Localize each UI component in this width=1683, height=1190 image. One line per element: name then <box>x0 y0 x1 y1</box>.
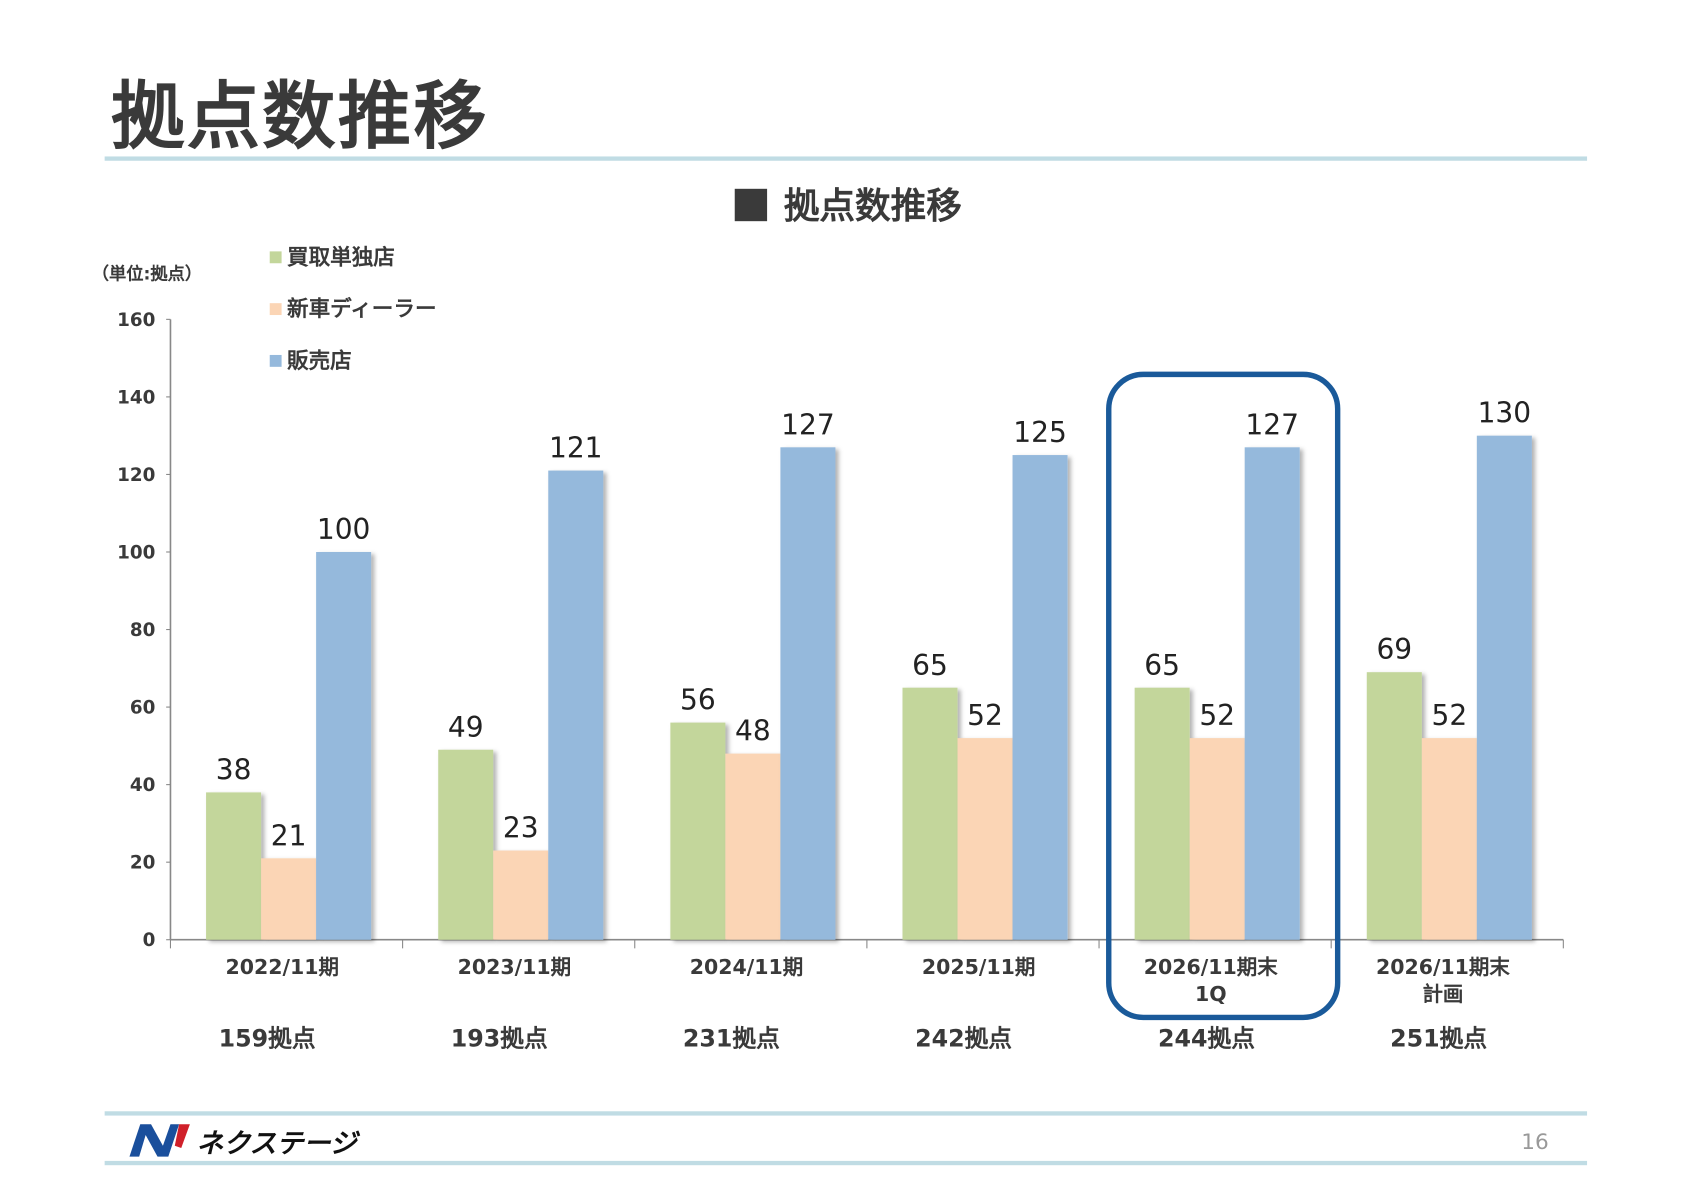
x-tick-label: 2026/11期末 <box>1376 955 1510 979</box>
data-label: 21 <box>271 819 307 852</box>
chart-title: 拠点数推移 <box>783 184 962 227</box>
y-tick-label: 160 <box>117 310 155 331</box>
category-total-label: 193拠点 <box>451 1025 548 1053</box>
chart-title-wrap: 拠点数推移 <box>0 177 1683 229</box>
x-tick-label: 2026/11期末 <box>1144 955 1278 979</box>
data-label: 23 <box>503 812 539 845</box>
data-label: 127 <box>781 408 835 441</box>
bar <box>725 753 781 940</box>
y-tick-label: 40 <box>130 775 156 796</box>
legend-swatch <box>269 303 282 316</box>
y-tick-label: 0 <box>143 930 156 951</box>
y-tick-label: 100 <box>117 542 155 563</box>
x-tick-label: 計画 <box>1422 982 1463 1006</box>
bar <box>1421 738 1477 940</box>
bar <box>957 738 1013 940</box>
bar <box>1476 435 1532 940</box>
bar <box>1012 455 1068 940</box>
legend-item-kaitori: 買取単独店 <box>269 240 395 271</box>
data-label: 127 <box>1245 408 1299 441</box>
bar <box>206 792 262 940</box>
data-label: 38 <box>216 753 252 786</box>
page-title: 拠点数推移 <box>111 74 489 160</box>
x-tick-label: 1Q <box>1195 982 1227 1006</box>
bar <box>1244 447 1300 940</box>
square-bullet-icon <box>734 188 767 222</box>
data-label: 69 <box>1376 633 1412 666</box>
category-total-label: 231拠点 <box>683 1025 780 1053</box>
data-label: 100 <box>317 513 371 546</box>
bar <box>902 687 958 940</box>
category-total-label: 242拠点 <box>915 1025 1012 1053</box>
data-label: 130 <box>1478 397 1532 430</box>
bar <box>261 858 317 940</box>
legend-item-store: 販売店 <box>269 343 352 374</box>
legend-label: 買取単独店 <box>286 243 395 270</box>
data-label: 52 <box>967 699 1003 732</box>
data-label: 52 <box>1431 699 1467 732</box>
footer-divider-bottom <box>104 1160 1588 1166</box>
legend-swatch <box>269 354 282 367</box>
bar <box>438 749 494 940</box>
legend-swatch <box>269 251 282 264</box>
data-label: 49 <box>448 711 484 744</box>
unit-label: （単位:拠点） <box>91 263 203 284</box>
x-tick-label: 2025/11期 <box>922 955 1035 979</box>
legend-label: 新車ディーラー <box>286 295 437 322</box>
x-tick-label: 2023/11期 <box>458 955 571 979</box>
category-total-label: 244拠点 <box>1158 1025 1255 1053</box>
y-tick-label: 60 <box>130 698 156 719</box>
bar <box>316 551 372 940</box>
legend-label: 販売店 <box>286 347 352 374</box>
legend-item-dealer: 新車ディーラー <box>269 291 437 322</box>
bar <box>1134 687 1190 940</box>
bar <box>780 447 836 940</box>
data-label: 65 <box>1144 649 1180 682</box>
data-label: 48 <box>735 715 771 748</box>
data-label: 52 <box>1199 699 1235 732</box>
category-total-label: 251拠点 <box>1390 1025 1487 1053</box>
data-label: 121 <box>549 432 603 465</box>
bar <box>1189 738 1245 940</box>
x-tick-label: 2022/11期 <box>225 955 338 979</box>
bar <box>493 850 549 940</box>
bar <box>548 470 604 940</box>
header-divider <box>104 156 1588 161</box>
y-tick-label: 140 <box>117 387 155 408</box>
y-tick-label: 20 <box>130 853 156 874</box>
bar-chart: 0 20 40 60 80 100 120 140 160 2022/11期 159拠点 38 21 1… <box>117 310 1564 1053</box>
y-tick-label: 120 <box>117 465 155 486</box>
page-number: 16 <box>1521 1128 1549 1155</box>
logo-text: ネクステージ <box>196 1127 357 1159</box>
highlight-frame <box>1106 371 1341 1021</box>
data-label: 125 <box>1013 416 1067 449</box>
nextage-logo-icon <box>129 1124 190 1157</box>
x-tick-label: 2024/11期 <box>690 955 803 979</box>
category-total-label: 159拠点 <box>219 1025 316 1053</box>
footer-divider-top <box>104 1111 1588 1116</box>
bar <box>670 722 726 940</box>
y-tick-label: 80 <box>130 620 156 641</box>
bar <box>1366 672 1422 940</box>
data-label: 56 <box>680 684 716 717</box>
data-label: 65 <box>912 649 948 682</box>
